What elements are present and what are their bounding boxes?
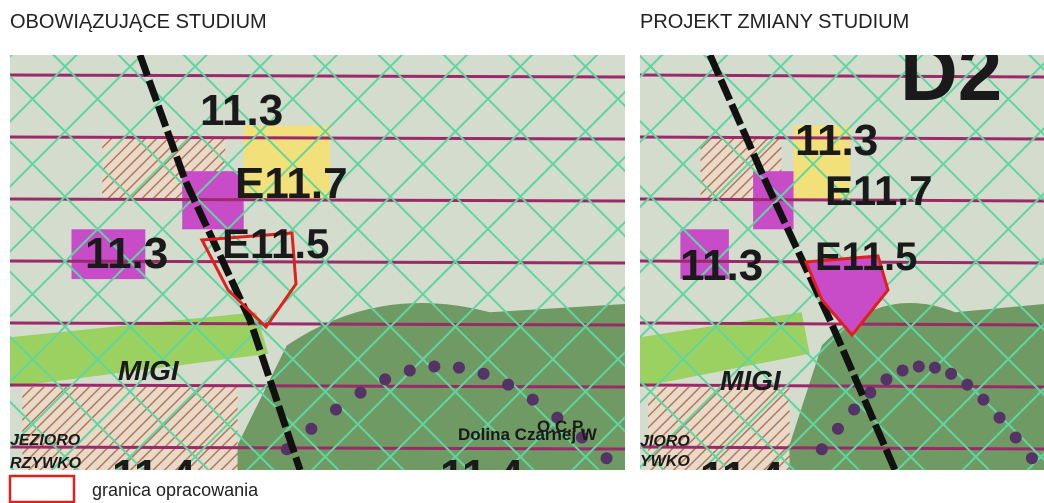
map-label: O.C.P. [537, 417, 586, 436]
nature-boundary-dot [551, 411, 564, 424]
map-label: 11.3 [680, 241, 763, 290]
nature-boundary-dot [945, 367, 958, 380]
nature-boundary-dot [600, 452, 613, 465]
nature-boundary-dot [452, 361, 465, 374]
map-label: E11.7 [825, 167, 932, 214]
railway [136, 55, 304, 470]
nature-boundary-dot [428, 360, 441, 373]
map-label: E11.5 [815, 235, 917, 279]
nature-boundary-dot [864, 386, 877, 399]
nature-boundary-dot [848, 403, 861, 416]
nature-boundary-dot [502, 378, 515, 391]
nature-boundary-dot [831, 422, 844, 435]
map-label: 11.4 [440, 451, 524, 500]
map-label: MIGI [118, 355, 180, 386]
map-label: JEZIORO [10, 432, 81, 449]
nature-boundary-dot [403, 364, 416, 377]
map-label: 11.3 [200, 86, 283, 135]
map-label: E11.7 [235, 159, 348, 208]
map-label: RZYWKO [10, 455, 82, 472]
nature-boundary-dot [354, 386, 367, 399]
nature-boundary-dot [526, 393, 539, 406]
railway [706, 55, 899, 470]
nature-boundary-dot [961, 378, 974, 391]
map-label: Dolina Czarnej W [458, 425, 598, 444]
study-boundary [803, 254, 890, 338]
map-label: 11.4 [112, 451, 196, 500]
nature-boundary-dot [977, 393, 990, 406]
study-boundary [199, 231, 298, 330]
map-label: 11.3 [795, 116, 878, 165]
map-label: 11.3 [85, 229, 168, 278]
map-label: JIORO [640, 433, 690, 450]
map-label: E11.5 [222, 220, 329, 267]
nature-boundary-dot [329, 403, 342, 416]
nature-boundary-dot [1009, 431, 1022, 444]
panel-title: OBOWIĄZUJĄCE STUDIUM [10, 11, 267, 33]
legend-label: granica opracowania [92, 480, 259, 500]
nature-boundary-dot [815, 443, 828, 456]
nature-boundary-dot [477, 367, 490, 380]
panel-title: PROJEKT ZMIANY STUDIUM [640, 11, 909, 33]
nature-boundary-dot [896, 364, 909, 377]
legend-swatch [8, 474, 76, 503]
map-existing: 11.3 E11.7 E11.5 11.3 MIGI O.C.P.Dolina Czarn… [10, 55, 625, 500]
nature-boundary-dot [379, 373, 392, 386]
nature-boundary-dot [575, 431, 588, 444]
map-label: D2 [900, 28, 1002, 117]
landscape-protection-hatch [10, 55, 625, 470]
nature-boundary-dot [1025, 452, 1038, 465]
nature-boundary-dot [928, 361, 941, 374]
nature-boundary-dot [912, 360, 925, 373]
nature-boundary-dot [993, 411, 1006, 424]
map-label: MIGI [720, 365, 782, 396]
map-label: YWKO [640, 453, 690, 470]
map-label: 11.4 [700, 453, 784, 502]
nature-boundary-dot [305, 422, 318, 435]
nature-boundary-dot [880, 373, 893, 386]
